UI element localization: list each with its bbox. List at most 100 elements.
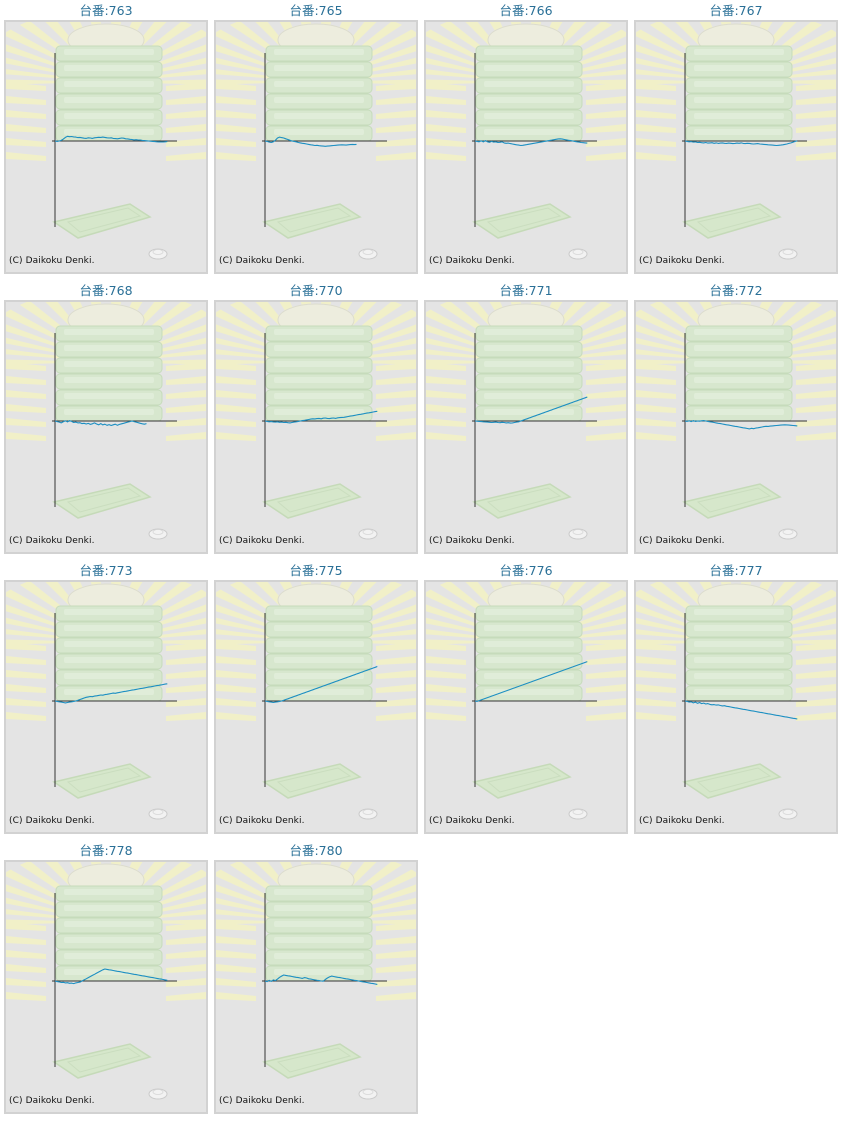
sun-ray xyxy=(586,82,626,91)
coin-rim xyxy=(782,809,794,815)
box-highlight xyxy=(694,673,784,679)
sun-ray xyxy=(166,964,206,973)
sun-ray xyxy=(6,376,46,385)
sun-ray xyxy=(166,138,206,147)
box-highlight xyxy=(64,113,154,119)
chart-title[interactable]: 台番:763 xyxy=(79,3,133,18)
box-highlight xyxy=(274,609,364,615)
sun-ray xyxy=(6,362,46,371)
chart-title[interactable]: 台番:772 xyxy=(709,283,763,298)
chart-title[interactable]: 台番:778 xyxy=(79,843,133,858)
coin-tray xyxy=(52,203,152,239)
box-highlight xyxy=(694,393,784,399)
series-line xyxy=(475,396,588,424)
chart-title[interactable]: 台番:765 xyxy=(289,3,343,18)
sun-ray xyxy=(216,698,256,707)
box-highlight xyxy=(274,953,364,959)
chart-panel: (C) Daikoku Denki. xyxy=(214,580,418,834)
series-line xyxy=(685,700,798,720)
box-highlight xyxy=(274,905,364,911)
chart-panel: (C) Daikoku Denki. xyxy=(4,860,208,1114)
box-highlight xyxy=(484,81,574,87)
chart-title[interactable]: 台番:766 xyxy=(499,3,553,18)
sun-ray xyxy=(426,376,466,385)
sun-ray xyxy=(586,124,626,133)
sun-ray xyxy=(636,418,676,427)
sun-ray xyxy=(426,69,489,80)
sun-ray xyxy=(376,124,416,133)
chart-panel: (C) Daikoku Denki. xyxy=(214,300,418,554)
sun-ray xyxy=(166,712,206,721)
box-highlight xyxy=(274,377,364,383)
copyright-text: (C) Daikoku Denki. xyxy=(9,816,95,826)
copyright-text: (C) Daikoku Denki. xyxy=(429,256,515,266)
chart-title[interactable]: 台番:777 xyxy=(709,563,763,578)
chart-panel: (C) Daikoku Denki. xyxy=(4,300,208,554)
chart-title[interactable]: 台番:775 xyxy=(289,563,343,578)
box-highlight xyxy=(694,625,784,631)
sun-ray xyxy=(216,656,256,665)
series-line xyxy=(265,974,378,985)
chart-title[interactable]: 台番:767 xyxy=(709,3,763,18)
sun-ray xyxy=(216,670,256,679)
box-highlight xyxy=(64,329,154,335)
box-highlight xyxy=(274,657,364,663)
sun-ray xyxy=(6,629,69,640)
sun-ray xyxy=(216,404,256,413)
box-highlight xyxy=(64,361,154,367)
sun-ray xyxy=(6,936,46,945)
copyright-text: (C) Daikoku Denki. xyxy=(429,816,515,826)
series-line xyxy=(475,138,588,147)
sun-ray xyxy=(216,390,256,399)
chart-title[interactable]: 台番:773 xyxy=(79,563,133,578)
coin-tray xyxy=(262,483,362,519)
sun-ray xyxy=(426,432,466,441)
sun-ray xyxy=(796,670,836,679)
sun-ray xyxy=(426,418,466,427)
chart-cell: 台番:772 (C) Daikoku Denki. xyxy=(634,280,838,558)
chart-title[interactable]: 台番:771 xyxy=(499,283,553,298)
sun-ray xyxy=(6,138,46,147)
sun-ray xyxy=(6,152,46,161)
chart-cell: 台番:773 (C) Daikoku Denki. xyxy=(4,560,208,838)
background-illustration xyxy=(636,302,836,540)
sun-ray xyxy=(636,670,676,679)
sun-ray xyxy=(6,950,46,959)
sun-ray xyxy=(166,950,206,959)
sun-ray xyxy=(796,110,836,119)
sun-ray xyxy=(376,978,416,987)
sun-ray xyxy=(6,79,69,85)
sun-ray xyxy=(796,698,836,707)
box-highlight xyxy=(274,921,364,927)
chart-title[interactable]: 台番:770 xyxy=(289,283,343,298)
chart-panel: (C) Daikoku Denki. xyxy=(634,300,838,554)
box-highlight xyxy=(64,905,154,911)
coin-tray xyxy=(682,203,782,239)
sun-ray xyxy=(166,376,206,385)
coin-tray xyxy=(472,203,572,239)
sun-ray xyxy=(216,359,279,365)
coin xyxy=(148,528,168,540)
sun-ray xyxy=(6,404,46,413)
chart-title[interactable]: 台番:780 xyxy=(289,843,343,858)
chart-title[interactable]: 台番:776 xyxy=(499,563,553,578)
box-highlight xyxy=(64,409,154,415)
box-highlight xyxy=(64,129,154,135)
box-highlight xyxy=(274,937,364,943)
chart-title[interactable]: 台番:768 xyxy=(79,283,133,298)
coin xyxy=(568,528,588,540)
box-highlight xyxy=(274,641,364,647)
sun-ray xyxy=(376,936,416,945)
sun-ray xyxy=(6,349,69,360)
sun-ray xyxy=(216,82,256,91)
chart-cell: 台番:778 (C) Daikoku Denki. xyxy=(4,840,208,1118)
sun-ray xyxy=(166,670,206,679)
sun-ray xyxy=(376,152,416,161)
sun-ray xyxy=(6,919,69,925)
box-highlight xyxy=(64,65,154,71)
coin-tray-inner xyxy=(66,487,142,513)
sun-ray xyxy=(636,684,676,693)
chart-svg xyxy=(636,582,836,820)
coin-tray xyxy=(472,483,572,519)
series-line xyxy=(265,665,378,704)
